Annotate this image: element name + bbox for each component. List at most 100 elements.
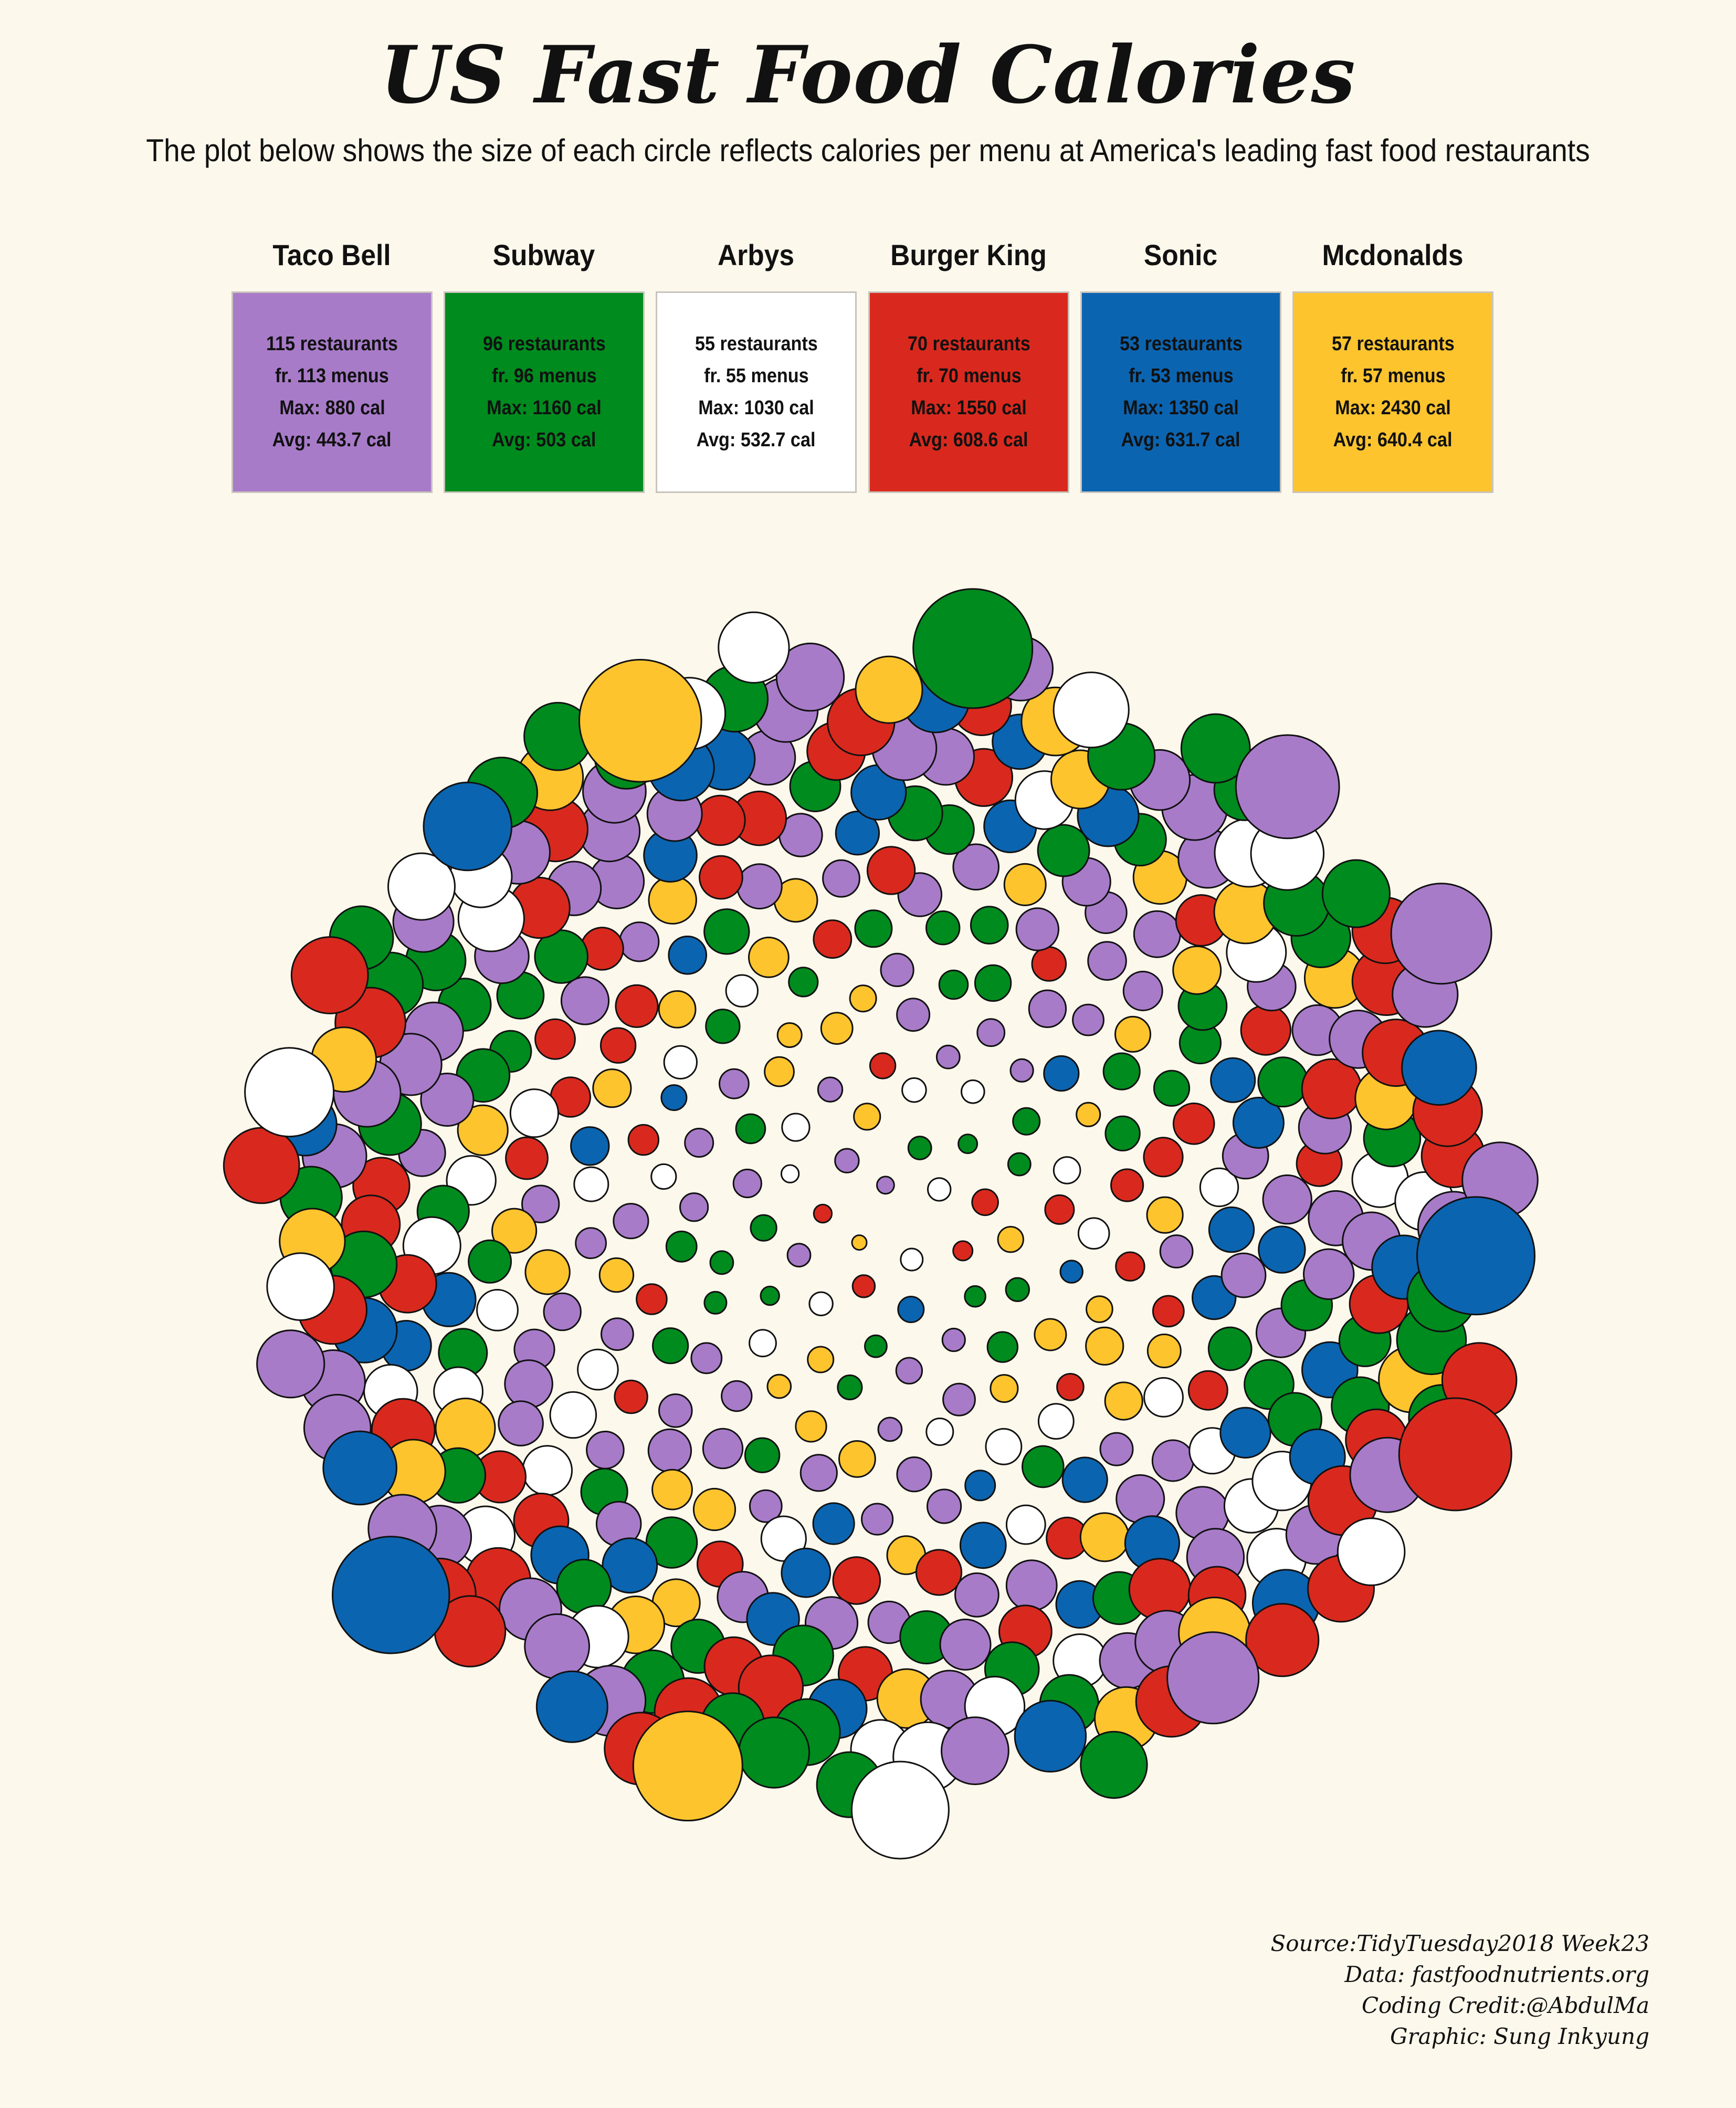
- legend-menus-label: fr. 53 menus: [1128, 365, 1234, 387]
- bubble-subway: [970, 906, 1009, 945]
- bubble-arbys: [522, 1445, 573, 1496]
- bubble-taco-bell: [942, 1382, 976, 1417]
- bubble-taco-bell: [941, 1716, 1009, 1786]
- bubble-mcdonalds: [1104, 1381, 1143, 1421]
- bubble-burger-king: [599, 1027, 637, 1064]
- legend-menus-label: fr. 70 menus: [916, 365, 1022, 387]
- bubble-mcdonalds: [807, 1346, 835, 1373]
- bubble-burger-king: [1172, 1103, 1215, 1145]
- bubble-taco-bell: [719, 1068, 750, 1099]
- bubble-burger-king: [1152, 1295, 1185, 1328]
- chart-subtitle: The plot below shows the size of each ci…: [146, 133, 1590, 168]
- bubble-taco-bell: [658, 1393, 693, 1428]
- bubble-taco-bell: [256, 1329, 325, 1399]
- bubble-sonic: [1401, 1030, 1477, 1106]
- bubble-sonic: [897, 1296, 925, 1323]
- bubble-taco-bell: [799, 1454, 838, 1492]
- bubble-burger-king: [813, 919, 853, 959]
- bubble-taco-bell: [1159, 1234, 1194, 1268]
- bubble-taco-bell: [586, 1431, 625, 1470]
- credit-data: Data: fastfoodnutrients.org: [1344, 1962, 1649, 1987]
- bubble-sonic: [1014, 1700, 1087, 1773]
- bubble-mcdonalds: [748, 937, 790, 978]
- bubble-mcdonalds: [524, 1249, 571, 1295]
- bubble-taco-bell: [876, 1176, 895, 1195]
- bubble-mcdonalds: [1079, 1512, 1130, 1562]
- bubble-arbys: [780, 1164, 800, 1183]
- bubble-arbys: [244, 1047, 335, 1138]
- bubble-mcdonalds: [651, 1469, 693, 1511]
- bubble-burger-king: [813, 1203, 833, 1224]
- legend-menus-label: fr. 55 menus: [703, 365, 809, 387]
- bubble-arbys: [781, 1113, 811, 1142]
- legend-box-arbys: 55 restaurants fr. 55 menus Max: 1030 cal A…: [656, 291, 857, 493]
- bubble-taco-bell: [1015, 907, 1060, 951]
- bubble-subway: [1207, 1326, 1253, 1371]
- bubble-taco-bell: [721, 1380, 753, 1412]
- bubble-burger-king: [290, 936, 369, 1014]
- bubble-subway: [705, 1009, 741, 1044]
- bubble-mcdonalds: [853, 1103, 881, 1131]
- bubble-taco-bell: [420, 1073, 475, 1127]
- bubble-subway: [1022, 1445, 1065, 1488]
- legend-avg-label: Avg: 631.7 cal: [1121, 429, 1240, 451]
- bubble-sonic: [322, 1430, 397, 1506]
- legend-restaurants-label: 57 restaurants: [1331, 333, 1455, 355]
- legend-box-burger-king: 70 restaurants fr. 70 menus Max: 1550 cal A…: [868, 291, 1069, 493]
- bubble-subway: [468, 1239, 512, 1284]
- bubble-arbys: [1005, 1504, 1046, 1545]
- bubble-taco-bell: [817, 1076, 844, 1103]
- bubble-subway: [744, 1437, 781, 1473]
- bubble-taco-bell: [1303, 1248, 1355, 1301]
- bubble-burger-king: [866, 846, 916, 895]
- bubble-taco-bell: [775, 643, 845, 712]
- legend-max-label: Max: 1550 cal: [911, 397, 1027, 419]
- bubble-subway: [665, 1230, 698, 1263]
- bubble-sonic: [1061, 1456, 1108, 1503]
- bubble-taco-bell: [1151, 1439, 1194, 1482]
- bubble-burger-king: [695, 794, 746, 846]
- legend-menus-label: fr. 113 menus: [275, 365, 389, 387]
- bubble-mcdonalds: [1114, 1015, 1151, 1053]
- bubble-taco-bell: [543, 1292, 582, 1331]
- bubble-taco-bell: [679, 1192, 709, 1222]
- bubble-sonic: [1258, 1225, 1306, 1274]
- chart-title: US Fast Food Calories: [380, 29, 1356, 121]
- bubble-burger-king: [1115, 1251, 1145, 1282]
- bubble-taco-bell: [504, 1359, 553, 1409]
- bubble-taco-bell: [877, 1417, 903, 1442]
- bubble-mcdonalds: [632, 1711, 743, 1822]
- bubble-sonic: [1219, 1407, 1271, 1459]
- bubble-subway: [735, 1113, 766, 1145]
- bubble-taco-bell: [702, 1428, 744, 1470]
- bubble-mcdonalds: [1172, 945, 1222, 995]
- bubble-subway: [709, 1250, 734, 1275]
- bubble-subway: [974, 964, 1012, 1002]
- bubble-taco-bell: [601, 1317, 634, 1351]
- bubble-taco-bell: [1133, 910, 1181, 958]
- bubble-subway: [1104, 1115, 1141, 1152]
- bubble-sonic: [1232, 1097, 1285, 1149]
- bubble-arbys: [900, 1247, 924, 1272]
- bubble-taco-bell: [834, 1148, 860, 1173]
- legend-max-label: Max: 1160 cal: [487, 397, 602, 419]
- bubble-mcdonalds: [1146, 1334, 1182, 1368]
- bubble-mcdonalds: [766, 1373, 792, 1399]
- bubble-sonic: [602, 1537, 658, 1594]
- bubble-subway: [1102, 1052, 1141, 1090]
- bubble-taco-bell: [896, 1456, 932, 1493]
- bubble-arbys: [1053, 1156, 1081, 1184]
- bubble-mcdonalds: [997, 1226, 1024, 1253]
- bubble-burger-king: [1031, 946, 1067, 982]
- bubble-subway: [1005, 1277, 1030, 1302]
- bubble-arbys: [573, 1166, 609, 1202]
- bubble-taco-bell: [976, 1018, 1006, 1047]
- bubble-taco-bell: [1116, 1474, 1165, 1524]
- legend-box-taco-bell: 115 restaurants fr. 113 menus Max: 880 cal…: [232, 291, 433, 493]
- bubble-arbys: [961, 1079, 985, 1104]
- bubble-mcdonalds: [990, 1374, 1019, 1403]
- bubble-subway: [854, 909, 893, 948]
- bubble-taco-bell: [619, 921, 660, 962]
- legend-restaurants-label: 70 restaurants: [907, 333, 1030, 355]
